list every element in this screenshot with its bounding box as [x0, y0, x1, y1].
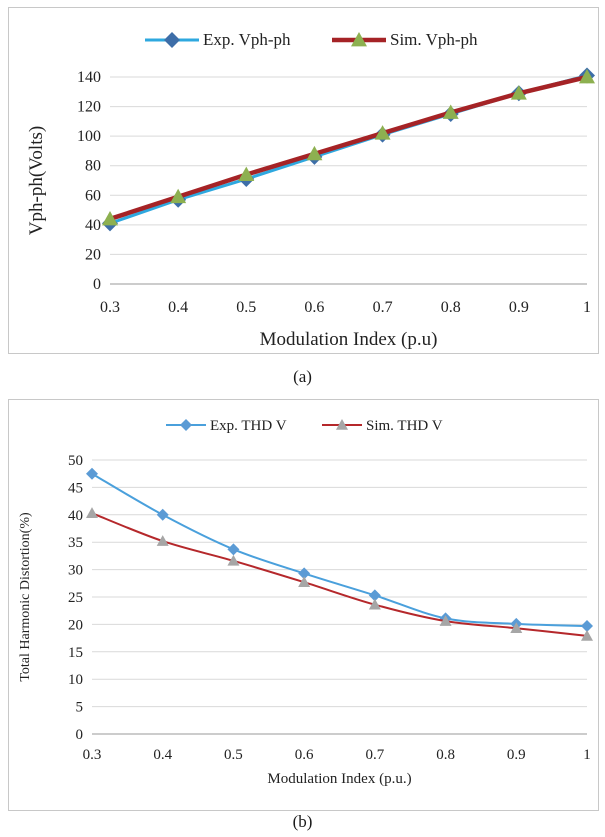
x-tick-label: 0.3	[83, 747, 102, 763]
data-point-1	[170, 188, 187, 204]
x-tick-label: 0.7	[373, 299, 393, 316]
series-line-1	[91, 512, 588, 637]
y-tick-label: 20	[68, 617, 83, 633]
y-tick-label: 40	[68, 508, 83, 524]
x-tick-label: 0.9	[507, 747, 526, 763]
x-tick-label: 0.6	[295, 747, 314, 763]
x-tick-label: 0.5	[224, 747, 243, 763]
data-point-0	[581, 620, 593, 633]
x-tick-label: 0.5	[236, 299, 256, 316]
data-point-1	[510, 85, 527, 100]
legend-marker-0	[164, 32, 180, 48]
data-point-0	[298, 567, 311, 580]
legend-marker-1	[351, 32, 367, 47]
caption-b: (b)	[292, 812, 313, 831]
data-point-1	[581, 629, 593, 641]
y-tick-label: 30	[68, 563, 83, 579]
y-tick-label: 50	[68, 453, 83, 469]
y-tick-label: 10	[68, 672, 83, 688]
data-point-1	[298, 576, 311, 588]
data-point-1	[156, 535, 169, 546]
x-tick-label: 1	[583, 299, 591, 316]
data-point-1	[238, 166, 255, 181]
voltage-chart: 0 20 40 60 80 100 120 140 0.3 0.4 0.5 0.6 0.7 0.8 0.9 1…	[26, 30, 595, 350]
legend-marker-0	[180, 419, 192, 431]
y-tick-label: 0	[93, 276, 101, 293]
y-tick-label: 20	[85, 246, 101, 263]
data-point-1	[86, 507, 98, 518]
x-axis-title: Modulation Index (p.u.)	[267, 771, 411, 787]
x-tick-label: 0.6	[304, 299, 324, 316]
data-point-0	[156, 508, 169, 521]
data-point-1	[442, 104, 459, 119]
y-axis-title: Vph-ph(Volts)	[26, 126, 47, 235]
x-tick-label: 0.4	[153, 747, 172, 763]
data-point-1	[510, 622, 523, 634]
y-tick-label: 60	[85, 187, 101, 204]
data-point-1	[102, 210, 118, 226]
x-tick-label: 0.7	[365, 747, 384, 763]
y-tick-label: 15	[68, 645, 83, 661]
legend-label-0: Exp. THD V	[210, 418, 287, 434]
data-point-0	[86, 467, 98, 480]
y-tick-label: 40	[85, 217, 101, 234]
data-point-1	[439, 615, 452, 626]
y-tick-label: 80	[85, 158, 101, 175]
x-tick-label: 0.8	[436, 747, 455, 763]
x-tick-label: 0.4	[168, 299, 188, 316]
data-point-1	[579, 69, 595, 84]
y-tick-label: 5	[76, 700, 84, 716]
x-tick-label: 1	[583, 747, 591, 763]
caption-a: (a)	[293, 367, 312, 386]
legend-label-0: Exp. Vph-ph	[203, 30, 291, 49]
y-tick-label: 100	[77, 128, 101, 145]
legend-marker-1	[336, 419, 348, 430]
chart-panel-a: 0 20 40 60 80 100 120 140 0.3 0.4 0.5 0.6 0.7 0.8 0.9 1…	[8, 7, 599, 354]
y-tick-label: 140	[77, 69, 101, 86]
thd-chart: 0 5 10 15 20 25 30 35 40 45 50 0.3 0.4 0.5 0.6 0.7 0.8 0.…	[18, 418, 593, 787]
data-point-1	[306, 145, 323, 161]
chart-panel-b: 0 5 10 15 20 25 30 35 40 45 50 0.3 0.4 0.5 0.6 0.7 0.8 0.…	[8, 399, 599, 811]
y-tick-label: 45	[68, 480, 83, 496]
data-point-1	[227, 554, 240, 566]
x-tick-label: 0.3	[100, 299, 120, 316]
y-tick-label: 35	[68, 535, 83, 551]
y-tick-label: 0	[76, 727, 84, 743]
series-line-1	[109, 74, 588, 222]
y-tick-label: 25	[68, 590, 83, 606]
x-tick-label: 0.8	[441, 299, 461, 316]
x-tick-label: 0.9	[509, 299, 529, 316]
legend-label-1: Sim. Vph-ph	[390, 30, 478, 49]
data-point-0	[227, 543, 240, 556]
data-point-0	[368, 589, 381, 602]
legend-label-1: Sim. THD V	[366, 418, 443, 434]
y-tick-label: 120	[77, 99, 101, 116]
data-point-1	[368, 598, 381, 610]
x-axis-title: Modulation Index (p.u)	[260, 329, 438, 350]
data-point-1	[374, 125, 391, 140]
series-line-0	[91, 472, 588, 628]
y-axis-title: Total Harmonic Distortion(%)	[18, 512, 33, 682]
